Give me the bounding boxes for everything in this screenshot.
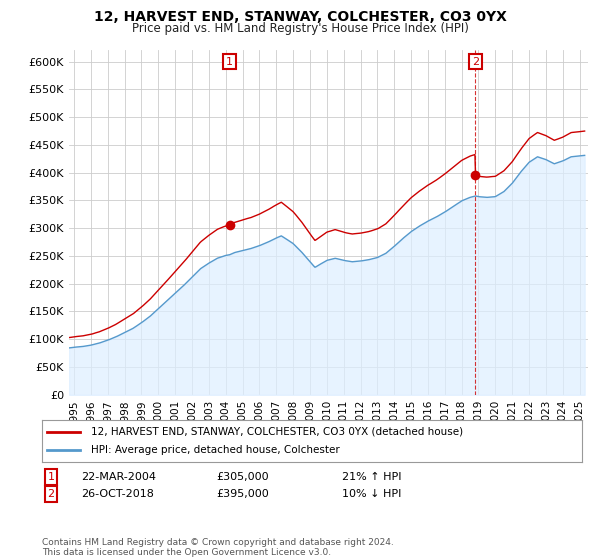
- Text: £395,000: £395,000: [216, 489, 269, 499]
- Text: 26-OCT-2018: 26-OCT-2018: [81, 489, 154, 499]
- Text: 10% ↓ HPI: 10% ↓ HPI: [342, 489, 401, 499]
- Text: HPI: Average price, detached house, Colchester: HPI: Average price, detached house, Colc…: [91, 445, 340, 455]
- Text: 22-MAR-2004: 22-MAR-2004: [81, 472, 156, 482]
- Text: Contains HM Land Registry data © Crown copyright and database right 2024.
This d: Contains HM Land Registry data © Crown c…: [42, 538, 394, 557]
- Text: 1: 1: [47, 472, 55, 482]
- Text: Price paid vs. HM Land Registry's House Price Index (HPI): Price paid vs. HM Land Registry's House …: [131, 22, 469, 35]
- Text: 2: 2: [472, 57, 479, 67]
- Text: £305,000: £305,000: [216, 472, 269, 482]
- Text: 12, HARVEST END, STANWAY, COLCHESTER, CO3 0YX: 12, HARVEST END, STANWAY, COLCHESTER, CO…: [94, 10, 506, 24]
- Text: 1: 1: [226, 57, 233, 67]
- Text: 2: 2: [47, 489, 55, 499]
- Text: 21% ↑ HPI: 21% ↑ HPI: [342, 472, 401, 482]
- Text: 12, HARVEST END, STANWAY, COLCHESTER, CO3 0YX (detached house): 12, HARVEST END, STANWAY, COLCHESTER, CO…: [91, 427, 463, 437]
